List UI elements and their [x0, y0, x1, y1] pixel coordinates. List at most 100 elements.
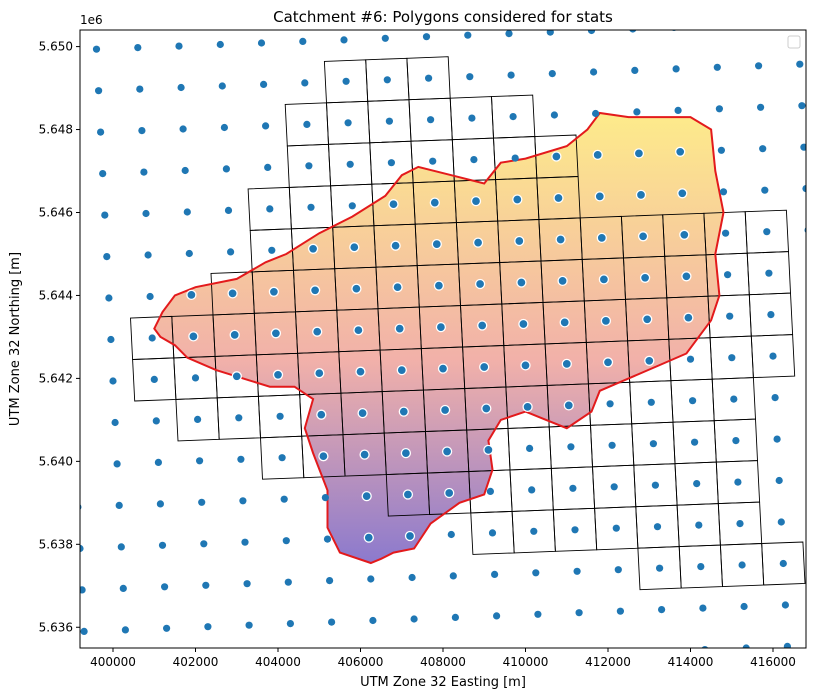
station-point: [767, 311, 775, 319]
legend-box: [787, 35, 801, 49]
station-point: [346, 160, 354, 168]
station-point: [653, 523, 662, 531]
station-point: [594, 191, 605, 202]
station-point: [802, 185, 806, 193]
station-point: [163, 624, 171, 632]
station-point: [472, 237, 484, 248]
station-point: [383, 76, 391, 84]
station-point: [381, 34, 389, 42]
station-point: [509, 113, 517, 121]
station-point: [629, 30, 637, 33]
station-point: [672, 65, 680, 73]
station-point: [390, 240, 401, 251]
station-point: [188, 331, 199, 342]
station-point: [567, 443, 575, 451]
station-point: [644, 355, 655, 366]
station-point: [468, 114, 476, 122]
station-point: [738, 561, 746, 569]
station-point: [318, 451, 329, 462]
station-point: [194, 415, 202, 423]
station-point: [158, 541, 167, 549]
station-point: [177, 83, 185, 92]
station-point: [798, 102, 806, 110]
station-point: [590, 68, 598, 76]
station-point: [204, 623, 212, 631]
station-point: [349, 242, 360, 253]
station-point: [699, 604, 707, 612]
station-point: [736, 520, 744, 528]
station-point: [150, 375, 158, 383]
station-point: [109, 377, 117, 385]
station-point: [314, 368, 325, 379]
station-point: [773, 435, 781, 443]
station-point: [425, 74, 433, 82]
x-tick-label: 402000: [173, 655, 219, 669]
station-points: [80, 30, 806, 648]
station-point: [765, 269, 773, 277]
station-point: [769, 352, 777, 360]
station-point: [724, 271, 732, 279]
station-point: [505, 30, 513, 38]
station-point: [134, 44, 142, 52]
station-point: [400, 447, 412, 459]
y-tick-label: 5.640: [39, 454, 73, 468]
station-point: [679, 229, 690, 240]
station-point: [198, 498, 206, 506]
y-tick-label: 5.644: [39, 288, 73, 302]
station-point: [511, 154, 519, 162]
station-point: [470, 195, 482, 207]
station-point: [470, 156, 478, 164]
station-point: [713, 63, 721, 71]
station-point: [156, 500, 164, 508]
station-point: [105, 294, 113, 302]
station-point: [783, 642, 791, 648]
station-point: [227, 248, 235, 256]
station-point: [392, 282, 403, 293]
station-point: [202, 581, 210, 589]
station-point: [260, 80, 268, 88]
station-point: [433, 280, 445, 291]
station-point: [610, 483, 618, 491]
station-point: [656, 564, 664, 572]
x-tick-label: 412000: [585, 655, 631, 669]
station-point: [196, 457, 204, 465]
station-point: [227, 288, 238, 299]
station-point: [218, 82, 226, 90]
station-point: [270, 328, 282, 339]
station-point: [701, 646, 709, 648]
x-tick-label: 408000: [420, 655, 466, 669]
station-point: [719, 188, 728, 196]
station-point: [691, 438, 699, 446]
station-point: [483, 444, 494, 456]
station-point: [717, 146, 726, 154]
x-axis-ticks: 400000 402000 404000 406000 408000 410000 4120…: [90, 648, 796, 669]
station-point: [262, 122, 270, 130]
station-point: [301, 79, 309, 87]
station-point: [355, 366, 366, 377]
station-point: [257, 39, 266, 47]
station-point: [522, 401, 533, 413]
station-point: [351, 283, 362, 294]
station-point: [99, 170, 107, 178]
station-point: [633, 148, 645, 159]
station-point: [115, 501, 123, 509]
station-point: [528, 486, 536, 494]
station-point: [264, 163, 272, 171]
station-point: [763, 228, 771, 236]
station-point: [771, 394, 779, 402]
station-point: [367, 575, 375, 583]
x-tick-label: 410000: [503, 655, 549, 669]
station-point: [402, 489, 414, 500]
station-point: [681, 271, 692, 282]
station-point: [185, 249, 193, 258]
station-point: [353, 325, 364, 336]
station-point: [348, 202, 356, 210]
station-point: [616, 607, 625, 615]
station-point: [422, 33, 431, 41]
station-point: [683, 312, 694, 323]
station-point: [111, 418, 119, 427]
chart-title: Catchment #6: Polygons considered for st…: [273, 8, 613, 26]
station-point: [726, 312, 734, 320]
station-point: [385, 117, 393, 125]
station-point: [551, 151, 562, 162]
